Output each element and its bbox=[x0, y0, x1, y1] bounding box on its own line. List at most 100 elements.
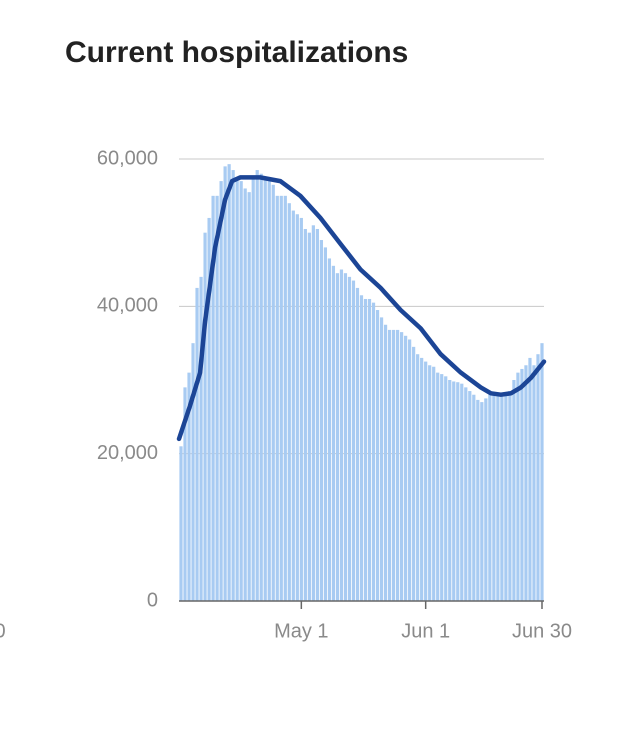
bar bbox=[303, 228, 307, 601]
bar bbox=[532, 365, 536, 601]
bar bbox=[239, 181, 243, 601]
bar bbox=[400, 332, 404, 601]
bar bbox=[319, 240, 323, 602]
bar bbox=[379, 317, 384, 601]
bar bbox=[343, 273, 348, 601]
bar bbox=[508, 391, 512, 601]
bar bbox=[456, 382, 460, 601]
bar bbox=[223, 166, 227, 601]
bar bbox=[452, 381, 456, 601]
bar bbox=[387, 329, 392, 601]
x-tick-label: May 1 bbox=[274, 620, 328, 642]
bar bbox=[440, 374, 444, 601]
bar bbox=[516, 372, 520, 601]
bar bbox=[536, 354, 540, 601]
bar bbox=[395, 329, 400, 601]
bar bbox=[540, 343, 544, 601]
bar bbox=[428, 365, 432, 601]
bar bbox=[444, 376, 448, 601]
bar bbox=[432, 366, 436, 601]
bar bbox=[199, 276, 203, 601]
bar bbox=[472, 394, 476, 601]
bar bbox=[187, 372, 191, 601]
bar bbox=[291, 210, 295, 602]
average-line bbox=[176, 175, 547, 442]
bar bbox=[295, 214, 299, 601]
y-tick-label: 0 bbox=[147, 589, 158, 611]
bar bbox=[275, 195, 279, 602]
bar bbox=[287, 203, 291, 601]
bar bbox=[327, 258, 332, 601]
bar bbox=[307, 232, 311, 601]
bar bbox=[311, 225, 315, 602]
bar bbox=[383, 324, 388, 601]
x-tick-label: Jun 1 bbox=[401, 620, 450, 642]
y-tick-label: 20,000 bbox=[97, 442, 158, 464]
bar bbox=[359, 295, 364, 601]
x-tick-label: Jun 30 bbox=[512, 620, 572, 642]
bar bbox=[436, 372, 440, 601]
bar bbox=[504, 394, 508, 601]
bar bbox=[512, 380, 516, 601]
bar bbox=[231, 170, 235, 602]
bar bbox=[243, 188, 247, 601]
bar bbox=[520, 368, 524, 601]
bar bbox=[179, 446, 183, 601]
bar bbox=[267, 181, 271, 601]
bar bbox=[492, 394, 496, 601]
bar bbox=[488, 394, 492, 601]
bar bbox=[235, 181, 239, 601]
bar bbox=[355, 287, 360, 601]
bar bbox=[255, 170, 259, 602]
bar bbox=[367, 298, 372, 601]
bar bbox=[227, 164, 231, 601]
bar bbox=[183, 387, 187, 601]
bar bbox=[247, 192, 251, 601]
bar bbox=[524, 365, 528, 601]
bar bbox=[484, 398, 488, 601]
y-tick-label: 40,000 bbox=[97, 295, 158, 317]
bar bbox=[363, 298, 368, 601]
bar bbox=[215, 195, 219, 602]
bar bbox=[283, 195, 287, 602]
bar bbox=[416, 354, 420, 601]
bar bbox=[251, 177, 255, 601]
bar bbox=[271, 184, 275, 602]
bar bbox=[464, 387, 468, 601]
bar bbox=[191, 343, 195, 601]
bar bbox=[528, 357, 532, 601]
bar bbox=[391, 329, 396, 601]
bar bbox=[496, 394, 500, 601]
bar bbox=[408, 339, 412, 601]
bar bbox=[339, 269, 344, 601]
bar bbox=[219, 181, 223, 601]
chart-title: Current hospitalizations bbox=[65, 36, 408, 69]
bar bbox=[351, 280, 356, 601]
bar bbox=[412, 346, 416, 601]
bar bbox=[424, 361, 428, 601]
bar bbox=[448, 380, 452, 601]
bar bbox=[211, 195, 215, 602]
bar bbox=[323, 247, 328, 601]
bar bbox=[404, 335, 408, 601]
bar bbox=[476, 399, 480, 601]
bar bbox=[500, 394, 504, 601]
bar bbox=[347, 276, 352, 601]
bar bbox=[331, 265, 336, 601]
bar bbox=[299, 217, 303, 601]
y-tick-label: 60,000 bbox=[97, 147, 158, 169]
bar bbox=[195, 287, 199, 601]
bar bbox=[480, 402, 484, 601]
bar bbox=[259, 173, 263, 601]
bar bbox=[203, 232, 207, 601]
bar bbox=[315, 228, 319, 601]
bar bbox=[263, 177, 267, 601]
bar bbox=[468, 391, 472, 601]
bar bbox=[371, 302, 376, 601]
bar bbox=[335, 273, 340, 601]
clipped-label: 0 bbox=[0, 620, 6, 642]
bar bbox=[420, 357, 424, 601]
bar bbox=[375, 310, 380, 601]
bar bbox=[207, 217, 211, 601]
